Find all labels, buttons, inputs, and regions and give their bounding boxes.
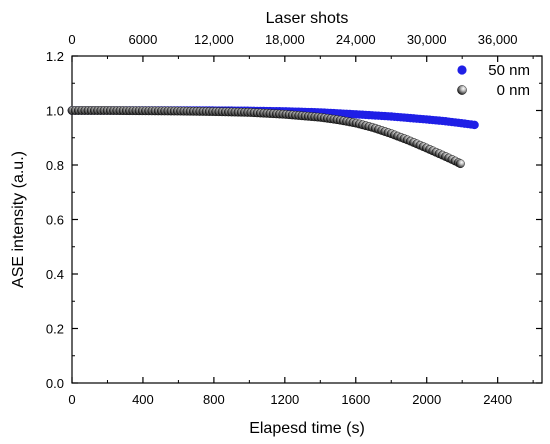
y-axis-title: ASE intensity (a.u.) — [10, 151, 27, 288]
top-x-axis-title: Laser shots — [266, 10, 349, 27]
top-x-tick-label: 6000 — [128, 32, 157, 47]
x-tick-label: 1600 — [341, 392, 370, 407]
x-tick-label: 2400 — [483, 392, 512, 407]
y-tick-label: 0.6 — [46, 213, 64, 228]
plot-frame — [71, 55, 543, 384]
x-tick-label: 0 — [68, 392, 75, 407]
y-tick-label: 0.0 — [46, 376, 64, 391]
legend-label: 50 nm — [488, 62, 530, 79]
top-x-tick-label: 0 — [68, 32, 75, 47]
x-tick-label: 800 — [203, 392, 225, 407]
top-x-tick-label: 12,000 — [194, 32, 234, 47]
top-x-tick-label: 24,000 — [336, 32, 376, 47]
x-tick-label: 2000 — [412, 392, 441, 407]
plot-border — [71, 55, 543, 384]
top-x-axis: 0 6000 12,000 18,000 24,000 30,000 36,000 — [68, 32, 534, 62]
legend-label: 0 nm — [497, 82, 530, 99]
top-x-tick-label: 30,000 — [407, 32, 447, 47]
series-layer — [67, 106, 479, 169]
legend-marker — [457, 65, 467, 75]
top-x-tick-label: 36,000 — [478, 32, 518, 47]
y-axis: 0.0 0.2 0.4 0.6 0.8 1.0 1.2 — [46, 49, 542, 391]
y-tick-label: 1.0 — [46, 104, 64, 119]
series-black — [67, 106, 465, 169]
x-axis-title: Elapesd time (s) — [249, 420, 365, 437]
y-tick-label: 0.2 — [46, 322, 64, 337]
x-tick-label: 1200 — [270, 392, 299, 407]
y-tick-label: 1.2 — [46, 49, 64, 64]
y-tick-label: 0.4 — [46, 267, 64, 282]
x-tick-label: 400 — [132, 392, 154, 407]
x-axis: 0 400 800 1200 1600 2000 2400 — [68, 377, 534, 407]
legend: 50 nm 0 nm — [457, 62, 530, 99]
legend-marker — [457, 85, 467, 95]
y-tick-label: 0.8 — [46, 158, 64, 173]
top-x-tick-label: 18,000 — [265, 32, 305, 47]
data-point — [456, 159, 465, 169]
data-point — [470, 120, 479, 130]
